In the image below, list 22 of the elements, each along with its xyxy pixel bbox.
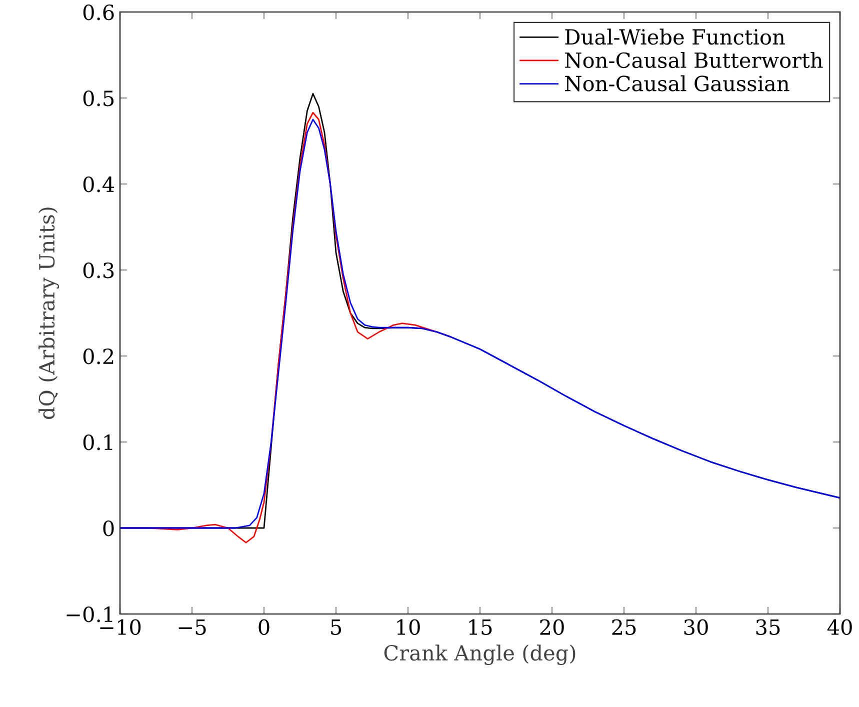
y-tick-label: 0.5 <box>83 90 114 106</box>
legend-label: Non-Causal Butterworth <box>565 52 823 68</box>
x-tick-label: 10 <box>397 619 420 635</box>
x-axis-title: Crank Angle (deg) <box>384 644 576 666</box>
y-tick-label: 0.1 <box>83 434 112 450</box>
x-tick-label: 5 <box>331 620 342 635</box>
y-axis-title: dQ (Arbitrary Units) <box>38 208 59 420</box>
y-tick-label: 0.3 <box>83 262 114 278</box>
legend-label: Non-Causal Gaussian <box>565 75 790 92</box>
x-tick-label: 30 <box>684 619 708 635</box>
y-tick-label: 0.4 <box>83 176 114 192</box>
legend-label: Dual-Wiebe Function <box>565 28 785 45</box>
x-tick-label: 20 <box>540 619 564 635</box>
y-tick-label: 0.2 <box>83 348 114 364</box>
x-tick-label: 35 <box>756 619 780 635</box>
x-tick-label: 15 <box>469 619 492 635</box>
x-tick-label: 25 <box>612 619 636 635</box>
x-tick-label: 40 <box>827 619 852 635</box>
x-tick-label: −5 <box>178 620 206 635</box>
y-tick-label: 0 <box>103 520 114 536</box>
x-tick-label: 0 <box>258 619 270 635</box>
y-tick-label: 0.6 <box>83 4 114 20</box>
